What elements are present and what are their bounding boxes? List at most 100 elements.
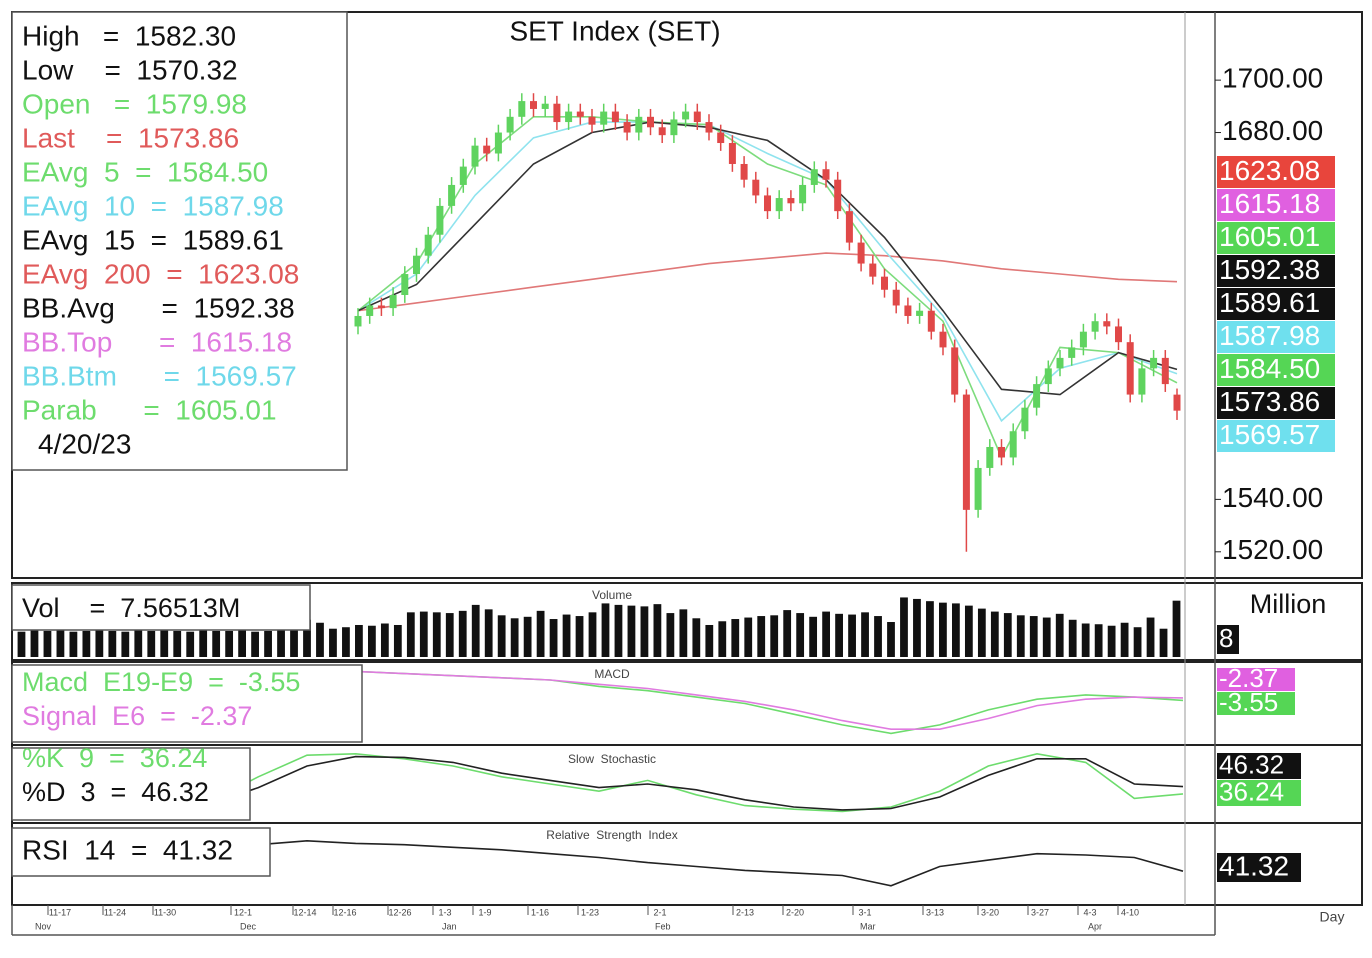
candle-body <box>623 122 631 133</box>
volume-bar <box>173 630 182 657</box>
candle-body <box>752 179 760 196</box>
volume-bar <box>186 631 195 657</box>
value-tag-label: -2.37 <box>1219 663 1278 693</box>
month-label: Nov <box>35 921 52 931</box>
legend-entry: Last = 1573.86 <box>22 122 239 153</box>
volume-bar <box>277 610 285 657</box>
volume-bar <box>290 613 298 657</box>
candle-body <box>974 467 982 510</box>
moving-average-line <box>357 252 1178 312</box>
volume-bar <box>796 613 805 657</box>
candle-body <box>1091 321 1099 332</box>
candle-body <box>1044 368 1052 385</box>
candle-body <box>530 101 537 109</box>
volume-bar <box>406 612 415 657</box>
date-tick-label: 4-3 <box>1083 907 1096 917</box>
y-tick-label: 1520.00 <box>1222 534 1323 565</box>
volume-bar <box>926 601 934 657</box>
candle-body <box>611 111 619 123</box>
volume-bar <box>809 616 818 657</box>
pane-title: SET Index (SET) <box>509 15 720 46</box>
volume-bar <box>445 613 454 657</box>
candle-body <box>951 347 959 395</box>
candle-body <box>588 116 596 125</box>
candle-body <box>401 274 409 295</box>
candle-body <box>647 116 654 128</box>
volume-bar <box>588 612 597 657</box>
candle-body <box>1009 431 1017 458</box>
volume-bar <box>1068 619 1077 657</box>
legend-entry: EAvg 200 = 1623.08 <box>22 258 299 289</box>
date-tick-label: 3-1 <box>858 907 871 917</box>
volume-bar <box>1055 613 1064 657</box>
candle-body <box>787 198 795 204</box>
moving-average-line <box>357 116 1178 460</box>
candle-body <box>471 145 479 167</box>
volume-bar <box>601 603 610 657</box>
volume-bar <box>1172 600 1181 657</box>
candle-body <box>658 127 666 136</box>
volume-bar <box>523 616 532 657</box>
volume-bar <box>1159 628 1168 657</box>
date-tick-label: 11-17 <box>49 907 71 917</box>
volume-bar <box>484 609 493 657</box>
value-tag-label: 41.32 <box>1219 850 1289 881</box>
value-tag <box>1217 156 1335 188</box>
volume-bar <box>316 622 324 657</box>
value-tag <box>1217 387 1335 419</box>
value-tag-label: 1615.18 <box>1219 188 1320 219</box>
date-tick-label: 4-10 <box>1121 907 1139 917</box>
volume-bar <box>56 629 65 657</box>
value-tag-label: 1589.61 <box>1219 287 1320 318</box>
volume-bar <box>329 628 337 657</box>
pane-title: Volume <box>592 588 632 602</box>
volume-bar <box>1029 616 1038 657</box>
candle-body <box>413 255 420 275</box>
value-tag <box>1217 420 1335 452</box>
volume-bar <box>640 606 649 657</box>
value-tag-label: 1569.57 <box>1219 419 1320 450</box>
value-tag <box>1217 255 1335 287</box>
volume-bar <box>419 611 428 657</box>
volume-bar <box>17 631 26 657</box>
candle-body <box>998 446 1005 458</box>
candle-body <box>506 116 514 133</box>
value-tag <box>1217 780 1301 806</box>
volume-bar <box>95 630 104 657</box>
volume-bar <box>887 622 895 657</box>
date-axis-label: Day <box>1320 909 1345 925</box>
value-tag <box>1217 222 1335 254</box>
month-label: Apr <box>1088 921 1102 931</box>
y-tick-label: 1700.00 <box>1222 63 1323 94</box>
candle-body <box>1079 331 1087 348</box>
value-tag-label: 1573.86 <box>1219 386 1320 417</box>
legend-date: 4/20/23 <box>38 428 131 459</box>
volume-bar <box>238 630 247 657</box>
volume-bar <box>679 609 688 657</box>
volume-bar <box>497 615 506 657</box>
candle-body <box>600 111 608 125</box>
candle-body <box>1115 326 1122 343</box>
candle-body <box>424 234 432 256</box>
volume-bar <box>718 621 727 657</box>
legend-entry: %D 3 = 46.32 <box>22 777 209 807</box>
candle-body <box>436 205 444 235</box>
candle-body <box>717 132 725 144</box>
value-tag <box>1217 288 1335 320</box>
candle-body <box>822 169 830 180</box>
date-tick-label: 12-26 <box>388 907 411 917</box>
date-tick-label: 1-3 <box>438 907 451 917</box>
legend-entry: BB.Avg = 1592.38 <box>22 292 295 323</box>
legend-entry: BB.Top = 1615.18 <box>22 326 292 357</box>
candle-body <box>459 166 467 185</box>
volume-bar <box>69 631 78 657</box>
value-tag <box>1217 753 1301 779</box>
value-tag <box>1217 189 1335 221</box>
value-tag-label: 1587.98 <box>1219 320 1320 351</box>
volume-bar <box>835 613 843 657</box>
date-tick-label: 3-13 <box>926 907 944 917</box>
volume-bar <box>861 612 869 657</box>
candle-body <box>494 132 502 154</box>
volume-bar <box>990 611 999 657</box>
